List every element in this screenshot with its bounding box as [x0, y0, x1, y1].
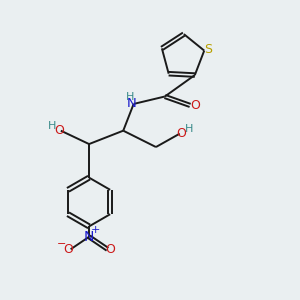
Text: +: + [91, 225, 100, 235]
Text: H: H [48, 121, 56, 131]
Text: O: O [190, 99, 200, 112]
Text: N: N [127, 98, 137, 110]
Text: N: N [84, 230, 94, 244]
Text: O: O [63, 243, 73, 256]
Text: O: O [176, 127, 186, 140]
Text: O: O [54, 124, 64, 137]
Text: H: H [126, 92, 134, 101]
Text: H: H [184, 124, 193, 134]
Text: −: − [57, 239, 66, 249]
Text: O: O [106, 243, 116, 256]
Text: S: S [204, 43, 212, 56]
